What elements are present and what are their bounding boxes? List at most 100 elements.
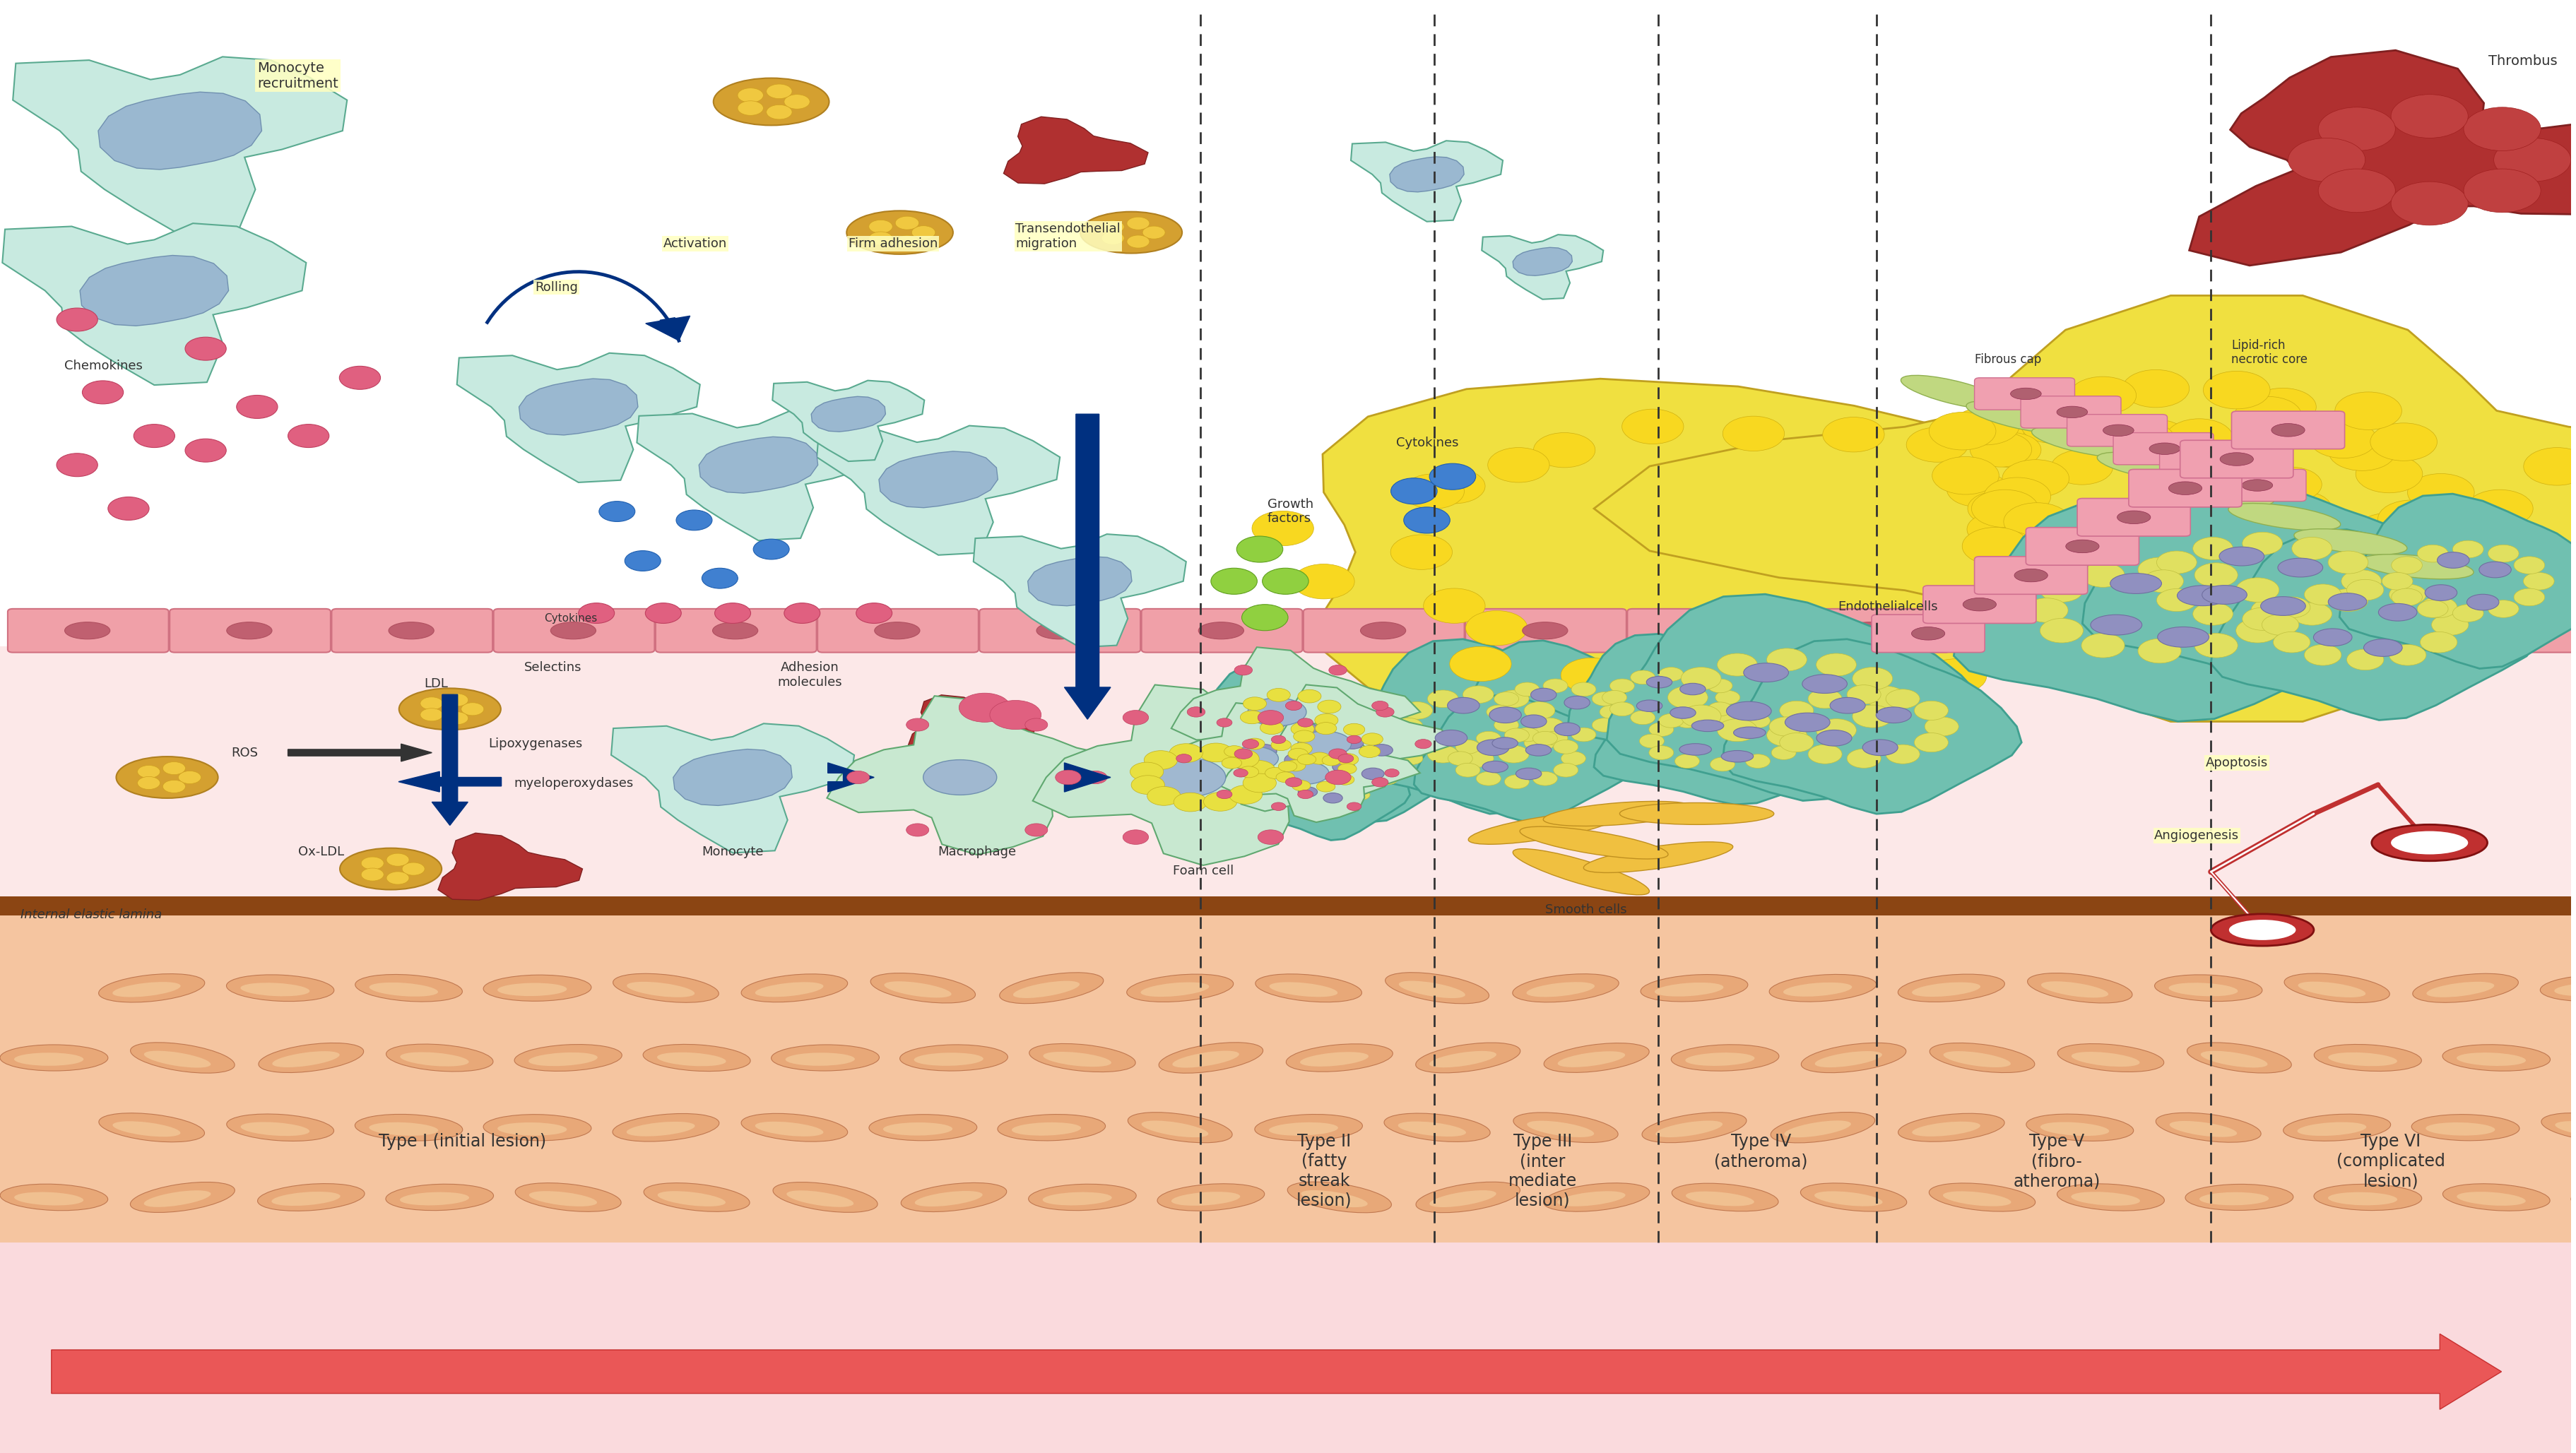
Circle shape — [1244, 709, 1270, 722]
FancyBboxPatch shape — [2076, 498, 2190, 536]
Circle shape — [1170, 744, 1203, 763]
Circle shape — [868, 231, 891, 246]
Polygon shape — [1005, 116, 1149, 183]
Circle shape — [1278, 789, 1296, 801]
Circle shape — [1391, 718, 1422, 735]
Polygon shape — [698, 437, 819, 493]
Circle shape — [2120, 577, 2182, 612]
Circle shape — [2391, 556, 2421, 574]
Circle shape — [1494, 718, 1520, 732]
Circle shape — [1203, 792, 1236, 811]
FancyBboxPatch shape — [2020, 397, 2120, 429]
Ellipse shape — [1288, 1181, 1391, 1213]
Ellipse shape — [1298, 731, 1352, 757]
Ellipse shape — [2040, 981, 2107, 998]
Ellipse shape — [1342, 737, 1363, 748]
Ellipse shape — [2195, 461, 2226, 472]
Circle shape — [1553, 763, 1579, 777]
Ellipse shape — [786, 1052, 855, 1067]
Ellipse shape — [2200, 1191, 2269, 1206]
Circle shape — [1373, 777, 1388, 788]
Circle shape — [1708, 702, 1734, 716]
FancyBboxPatch shape — [2275, 609, 2437, 652]
Circle shape — [1345, 724, 1365, 735]
Ellipse shape — [227, 622, 273, 639]
Circle shape — [2287, 138, 2365, 182]
Polygon shape — [1723, 639, 2022, 814]
Ellipse shape — [871, 974, 976, 1003]
Circle shape — [1767, 724, 1806, 747]
Circle shape — [1244, 738, 1265, 750]
Circle shape — [1476, 731, 1502, 745]
Circle shape — [1533, 718, 1564, 735]
Ellipse shape — [2313, 1045, 2421, 1071]
Circle shape — [2038, 548, 2105, 586]
Text: Monocyte: Monocyte — [701, 846, 762, 859]
Ellipse shape — [1324, 793, 1342, 804]
Circle shape — [1224, 748, 1249, 763]
Circle shape — [1427, 690, 1458, 708]
Ellipse shape — [999, 972, 1103, 1004]
Circle shape — [2156, 551, 2197, 574]
Circle shape — [1288, 748, 1309, 760]
Circle shape — [896, 235, 920, 248]
Circle shape — [1103, 221, 1123, 234]
Circle shape — [1953, 407, 2020, 445]
Text: Firm adhesion: Firm adhesion — [848, 237, 938, 250]
Ellipse shape — [2184, 1184, 2293, 1210]
Ellipse shape — [1584, 841, 1734, 873]
Circle shape — [2447, 519, 2514, 556]
Circle shape — [1175, 793, 1208, 812]
Circle shape — [2241, 607, 2282, 631]
Circle shape — [1659, 667, 1685, 681]
Circle shape — [1476, 772, 1502, 786]
FancyArrow shape — [289, 744, 433, 761]
Circle shape — [2172, 459, 2233, 494]
Circle shape — [1291, 742, 1311, 754]
Circle shape — [2347, 649, 2383, 670]
Polygon shape — [1028, 556, 1131, 606]
Circle shape — [1234, 665, 1252, 676]
Polygon shape — [13, 57, 348, 235]
Ellipse shape — [270, 1191, 340, 1206]
Polygon shape — [1182, 661, 1401, 821]
Circle shape — [1131, 776, 1164, 795]
Circle shape — [2004, 503, 2071, 541]
Ellipse shape — [2365, 639, 2403, 657]
Circle shape — [1386, 769, 1399, 777]
Ellipse shape — [2027, 974, 2133, 1003]
Ellipse shape — [1489, 708, 1522, 724]
Circle shape — [2293, 538, 2331, 559]
Circle shape — [2409, 474, 2476, 511]
Polygon shape — [773, 381, 925, 462]
Ellipse shape — [626, 982, 696, 997]
Ellipse shape — [13, 1052, 82, 1067]
Ellipse shape — [2571, 1045, 2576, 1071]
Ellipse shape — [1558, 1191, 1625, 1206]
Circle shape — [1337, 761, 1355, 772]
Circle shape — [1561, 751, 1587, 766]
Circle shape — [907, 824, 930, 837]
Circle shape — [2249, 388, 2316, 426]
Circle shape — [2411, 554, 2478, 591]
Ellipse shape — [1672, 1183, 1777, 1212]
Circle shape — [1914, 700, 1947, 721]
Ellipse shape — [1543, 801, 1695, 827]
Text: Monocyte
recruitment: Monocyte recruitment — [258, 61, 337, 90]
Ellipse shape — [2228, 920, 2295, 940]
Ellipse shape — [873, 622, 920, 639]
Text: Ox-LDL: Ox-LDL — [299, 846, 345, 859]
Polygon shape — [1247, 729, 1409, 840]
Circle shape — [647, 603, 680, 623]
Circle shape — [2272, 597, 2311, 618]
Circle shape — [1466, 610, 1528, 645]
Ellipse shape — [1229, 747, 1278, 770]
Ellipse shape — [884, 981, 951, 998]
Circle shape — [1200, 742, 1234, 761]
Circle shape — [1262, 568, 1309, 594]
Ellipse shape — [1260, 715, 1285, 729]
Circle shape — [2202, 371, 2269, 408]
Polygon shape — [611, 724, 855, 853]
Circle shape — [82, 381, 124, 404]
Circle shape — [1337, 754, 1358, 766]
